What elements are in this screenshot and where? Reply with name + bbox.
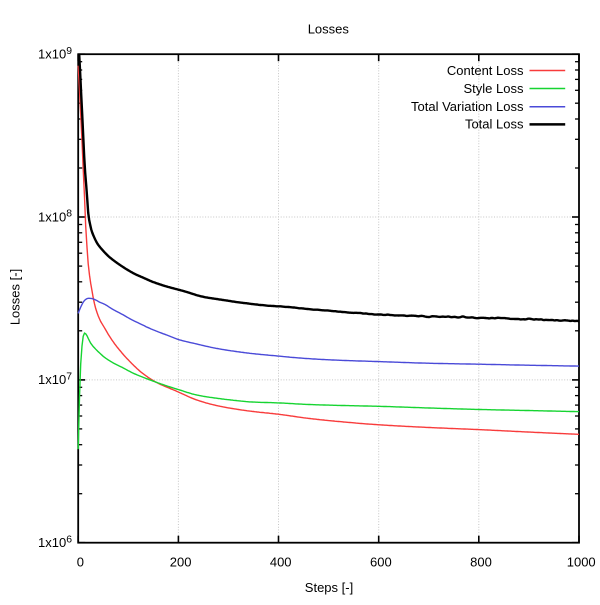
svg-text:0: 0 [77, 554, 84, 569]
svg-text:200: 200 [170, 554, 192, 569]
svg-text:Total Variation Loss: Total Variation Loss [411, 99, 524, 114]
svg-text:Content Loss: Content Loss [447, 63, 524, 78]
svg-text:Losses [-]: Losses [-] [8, 269, 23, 325]
svg-text:600: 600 [370, 554, 392, 569]
svg-text:400: 400 [270, 554, 292, 569]
svg-text:1000: 1000 [567, 554, 596, 569]
svg-text:1x107: 1x107 [38, 372, 72, 388]
svg-text:1x109: 1x109 [38, 46, 72, 62]
svg-text:1x106: 1x106 [38, 534, 72, 550]
svg-text:Losses: Losses [308, 22, 350, 37]
svg-text:Style Loss: Style Loss [464, 81, 524, 96]
svg-text:800: 800 [470, 554, 492, 569]
svg-text:Steps [-]: Steps [-] [305, 580, 353, 595]
svg-text:Total Loss: Total Loss [465, 117, 524, 132]
svg-text:1x108: 1x108 [38, 209, 72, 225]
